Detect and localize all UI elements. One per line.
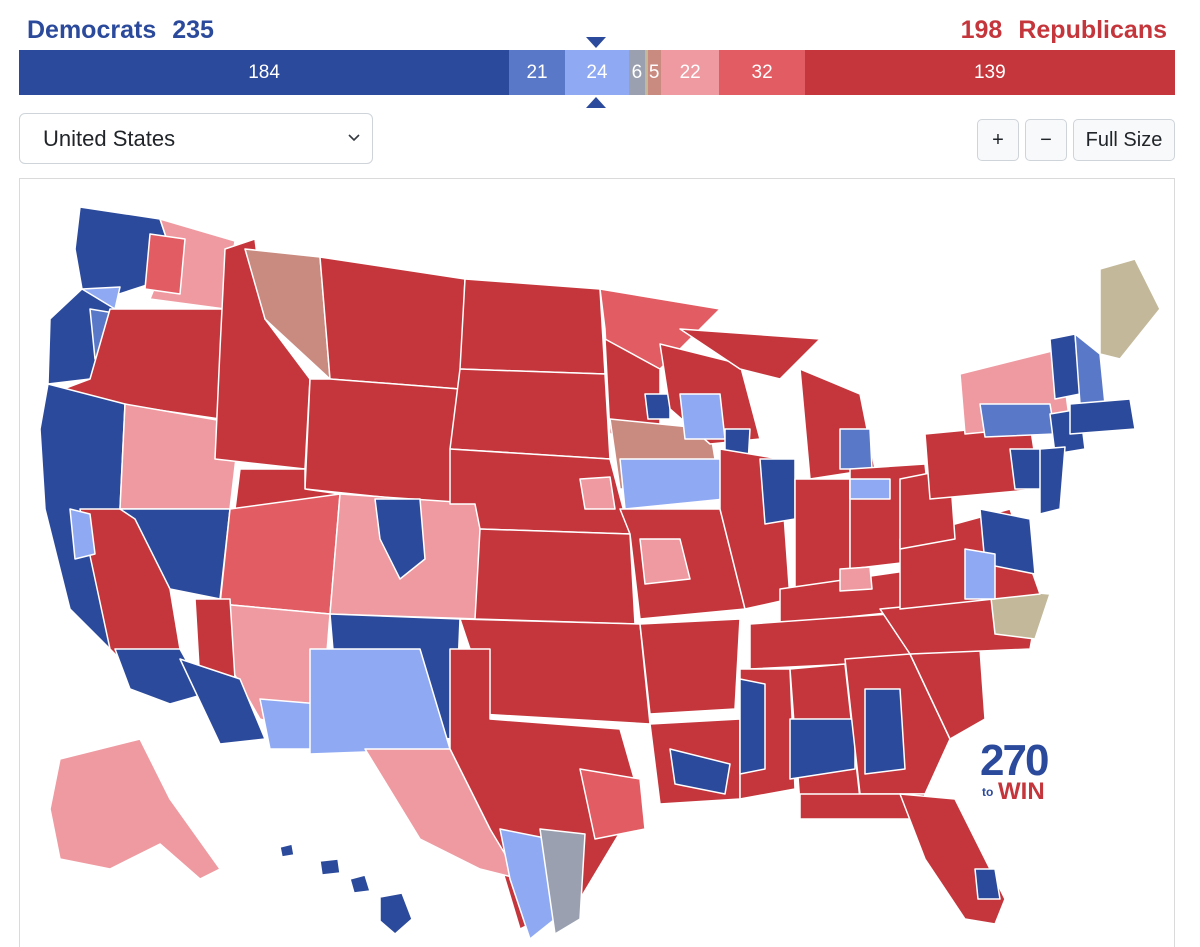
- region-mississippi-delta: [739, 678, 766, 775]
- bar-segment: 6: [628, 50, 645, 95]
- region-hawaii-2: [319, 858, 341, 876]
- chevron-down-icon: [348, 134, 360, 142]
- region-michigan-upper: [679, 328, 821, 380]
- region-montana-east: [319, 256, 466, 390]
- region-ohio-columbus: [849, 478, 891, 500]
- region-florida-peninsula: [899, 793, 1006, 925]
- region-nebraska-omaha: [579, 476, 616, 510]
- region-california-bay: [69, 508, 96, 560]
- logo-to: to: [982, 785, 994, 799]
- region-texas-houston: [579, 768, 646, 840]
- region-hawaii-1: [279, 843, 295, 858]
- region-washington-central: [144, 233, 186, 295]
- majority-marker-top-icon: [586, 37, 606, 48]
- region-arkansas: [639, 618, 741, 715]
- zoom-out-button[interactable]: −: [1025, 119, 1067, 161]
- region-minnesota-metro: [644, 393, 671, 420]
- bar-segment: 184: [19, 50, 510, 95]
- region-illinois-chicago: [759, 458, 796, 525]
- region-alaska: [49, 738, 221, 880]
- region-select[interactable]: United States: [19, 113, 373, 164]
- region-virginia-richmond: [964, 548, 996, 600]
- full-size-button[interactable]: Full Size: [1073, 119, 1175, 161]
- majority-marker-bottom-icon: [586, 97, 606, 108]
- map-container: 270 to WIN: [19, 178, 1175, 947]
- logo-number: 270: [980, 736, 1049, 785]
- region-new-jersey: [1039, 446, 1066, 515]
- region-wisconsin-madison: [679, 393, 726, 440]
- region-michigan-detroit: [839, 428, 873, 470]
- region-nevada-south: [119, 508, 231, 600]
- region-kansas: [474, 528, 636, 625]
- region-new-york-central: [979, 403, 1056, 438]
- logo-win: WIN: [998, 778, 1045, 805]
- totals-header: Democrats 235 198 Republicans: [19, 12, 1175, 48]
- region-missouri-kc: [639, 538, 691, 585]
- region-utah-south: [219, 493, 341, 615]
- region-kentucky-louisville: [839, 566, 873, 592]
- region-select-value: United States: [43, 125, 176, 151]
- 270towin-logo: 270 to WIN: [980, 736, 1066, 806]
- region-oklahoma: [459, 618, 651, 725]
- bar-segment: 22: [660, 50, 720, 95]
- bar-segment: 139: [804, 50, 1175, 95]
- region-south-dakota: [449, 368, 611, 460]
- bar-segment: 24: [565, 50, 629, 95]
- bar-segment: 21: [509, 50, 566, 95]
- region-massachusetts: [1069, 398, 1136, 435]
- region-florida-miami: [974, 868, 1001, 900]
- region-colorado-denver: [374, 498, 426, 580]
- bar-segment: [644, 50, 648, 95]
- region-north-dakota: [459, 278, 606, 375]
- us-house-district-map[interactable]: [20, 179, 1175, 947]
- republicans-total: 198 Republicans: [953, 16, 1175, 45]
- bar-segment: 32: [719, 50, 805, 95]
- democrats-count: 235: [172, 16, 214, 44]
- republicans-label: Republicans: [1018, 16, 1167, 44]
- zoom-in-button[interactable]: +: [977, 119, 1019, 161]
- region-wyoming: [304, 378, 461, 505]
- region-arizona-south: [179, 658, 266, 745]
- republicans-count: 198: [960, 16, 1003, 44]
- region-iowa-east: [619, 458, 726, 510]
- seat-count-bar: 184 21 24 6 5 22 32 139: [19, 50, 1175, 95]
- region-hawaii-3: [349, 874, 371, 894]
- region-georgia-atlanta: [864, 688, 906, 775]
- region-alabama-black-belt: [789, 718, 856, 780]
- bar-segment: 5: [647, 50, 661, 95]
- democrats-total: Democrats 235: [19, 16, 222, 45]
- democrats-label: Democrats: [27, 16, 157, 44]
- region-hawaii-big: [379, 892, 413, 935]
- region-texas-tossup: [539, 828, 586, 935]
- region-maine: [1099, 258, 1161, 360]
- region-louisiana-nola: [669, 748, 731, 795]
